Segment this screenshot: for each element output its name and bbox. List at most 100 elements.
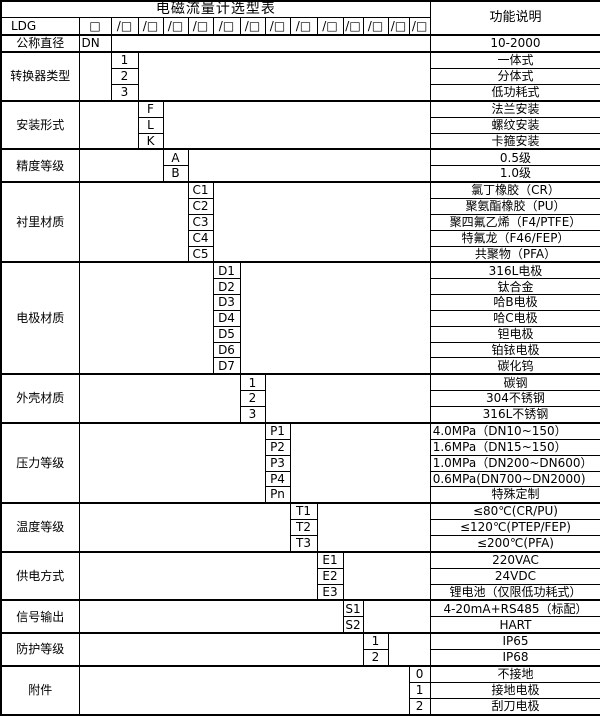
option-desc: 氯丁橡胶（CR） xyxy=(429,181,600,200)
category-label: 衬里材质 xyxy=(0,181,80,263)
option-desc: 钽电极 xyxy=(429,325,600,343)
option-desc: 1.6MPa（DN15~150） xyxy=(429,438,600,456)
option-desc: HART xyxy=(429,616,600,634)
option-code: B xyxy=(162,165,189,183)
option-code: Pn xyxy=(264,486,291,504)
option-code: C2 xyxy=(187,198,214,215)
option-desc: IP68 xyxy=(429,649,600,667)
option-code: 0 xyxy=(408,665,431,684)
spacer-cell xyxy=(342,550,431,601)
option-code: A xyxy=(162,148,189,167)
spacer-cell xyxy=(78,99,139,150)
option-desc: 分体式 xyxy=(429,68,600,85)
option-code: P3 xyxy=(264,454,291,472)
category-label: 安装形式 xyxy=(0,99,80,150)
category-label: 精度等级 xyxy=(0,148,80,183)
category-label: 信号输出 xyxy=(0,599,80,634)
category-label: 供电方式 xyxy=(0,550,80,601)
spacer-cell xyxy=(78,502,291,553)
spacer-cell xyxy=(110,34,431,53)
option-desc: 316L电极 xyxy=(429,261,600,280)
category-label: 电极材质 xyxy=(0,261,80,375)
model-slash-box-8: /□ xyxy=(289,16,318,36)
option-code: E2 xyxy=(316,567,344,585)
option-desc: 10-2000 xyxy=(429,34,600,53)
option-code: 1 xyxy=(239,373,266,392)
option-desc: 铂铱电极 xyxy=(429,341,600,359)
model-slash-box-2: /□ xyxy=(137,16,164,36)
option-desc: 哈C电极 xyxy=(429,310,600,327)
category-label: 温度等级 xyxy=(0,502,80,553)
model-slash-box-13: /□ xyxy=(408,16,431,36)
category-label: 转换器类型 xyxy=(0,51,80,102)
option-desc: 刮刀电极 xyxy=(429,697,600,716)
option-desc: 1.0级 xyxy=(429,165,600,183)
option-code: F xyxy=(137,99,164,118)
spacer-cell xyxy=(78,665,410,716)
category-label: 公称直径 xyxy=(0,34,80,53)
spacer-cell xyxy=(78,599,344,634)
model-slash-box-6: /□ xyxy=(239,16,266,36)
model-slash-box-10: /□ xyxy=(342,16,364,36)
option-code: E1 xyxy=(316,550,344,569)
spacer-cell xyxy=(264,373,431,424)
option-desc: 碳化钨 xyxy=(429,357,600,375)
option-code: C1 xyxy=(187,181,214,200)
spacer-cell xyxy=(78,51,112,102)
option-desc: 法兰安装 xyxy=(429,99,600,118)
model-slash-box-11: /□ xyxy=(362,16,389,36)
spacer-cell xyxy=(78,632,364,667)
spacer-cell xyxy=(387,632,431,667)
option-code: 3 xyxy=(239,406,266,424)
option-desc: 0.5级 xyxy=(429,148,600,167)
option-desc: 接地电极 xyxy=(429,682,600,699)
model-slash-box-7: /□ xyxy=(264,16,291,36)
option-code: C4 xyxy=(187,229,214,247)
model-slash-box-12: /□ xyxy=(387,16,410,36)
option-desc: 220VAC xyxy=(429,550,600,569)
option-code: D7 xyxy=(212,357,241,375)
category-label: 压力等级 xyxy=(0,421,80,504)
category-label: 外壳材质 xyxy=(0,373,80,424)
option-desc: 特殊定制 xyxy=(429,486,600,504)
spacer-cell xyxy=(212,181,431,263)
option-desc: 304不锈钢 xyxy=(429,390,600,408)
option-desc: 碳钢 xyxy=(429,373,600,392)
option-code: 1 xyxy=(362,632,389,651)
option-desc: 一体式 xyxy=(429,51,600,70)
option-code: T3 xyxy=(289,534,318,553)
spacer-cell xyxy=(78,261,214,375)
spacer-cell xyxy=(78,421,266,504)
option-code: D6 xyxy=(212,341,241,359)
function-column-header: 功能说明 xyxy=(429,0,600,36)
option-code: 1 xyxy=(408,682,431,699)
option-code: T2 xyxy=(289,519,318,536)
table-title: 电磁流量计选型表 xyxy=(0,0,431,18)
option-code: S2 xyxy=(342,616,364,634)
option-code: P1 xyxy=(264,421,291,440)
option-desc: 螺纹安装 xyxy=(429,116,600,134)
model-slash-box-9: /□ xyxy=(316,16,344,36)
option-desc: 1.0MPa（DN200~DN600） xyxy=(429,454,600,472)
option-desc: IP65 xyxy=(429,632,600,651)
option-desc: 钛合金 xyxy=(429,278,600,296)
category-label: 防护等级 xyxy=(0,632,80,667)
option-desc: ≤80℃(CR/PU) xyxy=(429,502,600,521)
spacer-cell xyxy=(137,51,431,102)
spacer-cell xyxy=(162,99,431,150)
option-code: 2 xyxy=(239,390,266,408)
spacer-cell xyxy=(239,261,431,375)
category-label: 附件 xyxy=(0,665,80,716)
spacer-cell xyxy=(78,373,241,424)
option-code: DN xyxy=(78,34,112,53)
option-desc: 聚氨酯橡胶（PU） xyxy=(429,198,600,215)
option-desc: 不接地 xyxy=(429,665,600,684)
option-code: C3 xyxy=(187,213,214,231)
spacer-cell xyxy=(316,502,431,553)
option-desc: 卡箍安装 xyxy=(429,132,600,150)
option-code: 2 xyxy=(408,697,431,716)
model-slash-box-5: /□ xyxy=(212,16,241,36)
spacer-cell xyxy=(187,148,431,183)
option-code: D3 xyxy=(212,294,241,312)
